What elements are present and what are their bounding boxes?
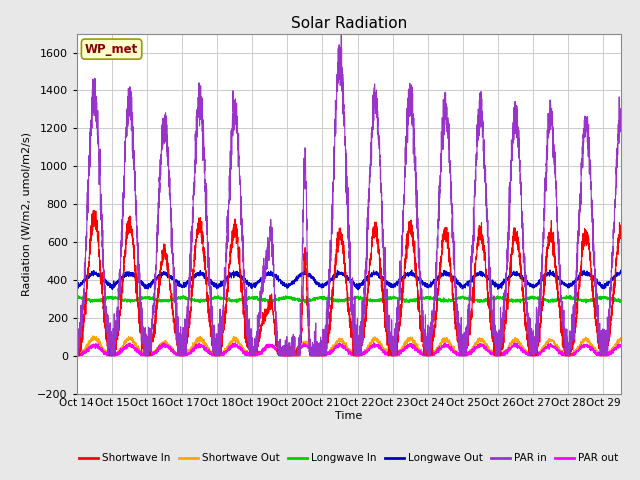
- Longwave In: [582, 300, 590, 306]
- Longwave In: [566, 292, 574, 298]
- PAR in: [73, 344, 81, 350]
- PAR out: [540, 348, 547, 353]
- Title: Solar Radiation: Solar Radiation: [291, 16, 407, 31]
- PAR out: [370, 340, 378, 346]
- Longwave Out: [540, 276, 547, 282]
- Longwave In: [73, 295, 81, 301]
- Line: PAR out: PAR out: [77, 343, 638, 356]
- PAR in: [73, 353, 81, 359]
- PAR out: [554, 348, 562, 354]
- Longwave Out: [301, 267, 309, 273]
- Shortwave Out: [89, 333, 97, 339]
- Longwave In: [378, 297, 386, 303]
- Line: Longwave Out: Longwave Out: [77, 270, 638, 290]
- PAR out: [189, 346, 197, 351]
- PAR in: [409, 114, 417, 120]
- Shortwave In: [73, 347, 81, 353]
- Longwave Out: [409, 270, 417, 276]
- Longwave Out: [634, 283, 640, 289]
- PAR out: [379, 347, 387, 353]
- Shortwave Out: [409, 337, 417, 343]
- PAR in: [634, 347, 640, 353]
- PAR in: [337, 32, 345, 37]
- Longwave In: [512, 299, 520, 305]
- PAR in: [540, 239, 547, 245]
- PAR out: [512, 343, 520, 349]
- PAR out: [634, 352, 640, 358]
- Longwave In: [634, 295, 640, 301]
- Shortwave Out: [554, 345, 562, 351]
- Line: Shortwave In: Shortwave In: [77, 210, 638, 356]
- Longwave Out: [379, 274, 387, 280]
- Shortwave Out: [73, 352, 81, 358]
- PAR out: [74, 353, 81, 359]
- Shortwave In: [409, 234, 417, 240]
- Y-axis label: Radiation (W/m2, umol/m2/s): Radiation (W/m2, umol/m2/s): [22, 132, 32, 296]
- Longwave In: [409, 297, 417, 303]
- Longwave In: [540, 296, 547, 302]
- Shortwave Out: [73, 353, 81, 359]
- PAR out: [409, 343, 417, 349]
- Shortwave In: [554, 289, 562, 295]
- Shortwave In: [540, 287, 547, 292]
- Line: PAR in: PAR in: [77, 35, 638, 356]
- Shortwave Out: [634, 353, 640, 359]
- Shortwave In: [189, 277, 197, 283]
- PAR in: [379, 243, 387, 249]
- X-axis label: Time: Time: [335, 411, 362, 421]
- Shortwave Out: [512, 336, 520, 341]
- Longwave Out: [355, 287, 362, 293]
- Shortwave In: [74, 353, 82, 359]
- PAR in: [554, 237, 562, 242]
- Longwave Out: [189, 272, 197, 278]
- Longwave In: [554, 296, 561, 302]
- PAR in: [512, 119, 520, 125]
- Longwave Out: [73, 284, 81, 290]
- PAR in: [189, 197, 197, 203]
- Shortwave In: [634, 348, 640, 353]
- Line: Longwave In: Longwave In: [77, 295, 638, 303]
- Longwave Out: [512, 270, 520, 276]
- Text: WP_met: WP_met: [85, 43, 138, 56]
- Shortwave Out: [189, 343, 197, 349]
- Longwave Out: [554, 276, 562, 282]
- Shortwave Out: [379, 347, 387, 353]
- Shortwave In: [512, 233, 520, 239]
- Legend: Shortwave In, Shortwave Out, Longwave In, Longwave Out, PAR in, PAR out: Shortwave In, Shortwave Out, Longwave In…: [76, 449, 622, 468]
- Shortwave In: [379, 280, 387, 286]
- PAR out: [73, 352, 81, 358]
- Shortwave In: [90, 207, 98, 213]
- Line: Shortwave Out: Shortwave Out: [77, 336, 638, 356]
- Longwave In: [189, 296, 197, 302]
- Shortwave Out: [540, 343, 547, 348]
